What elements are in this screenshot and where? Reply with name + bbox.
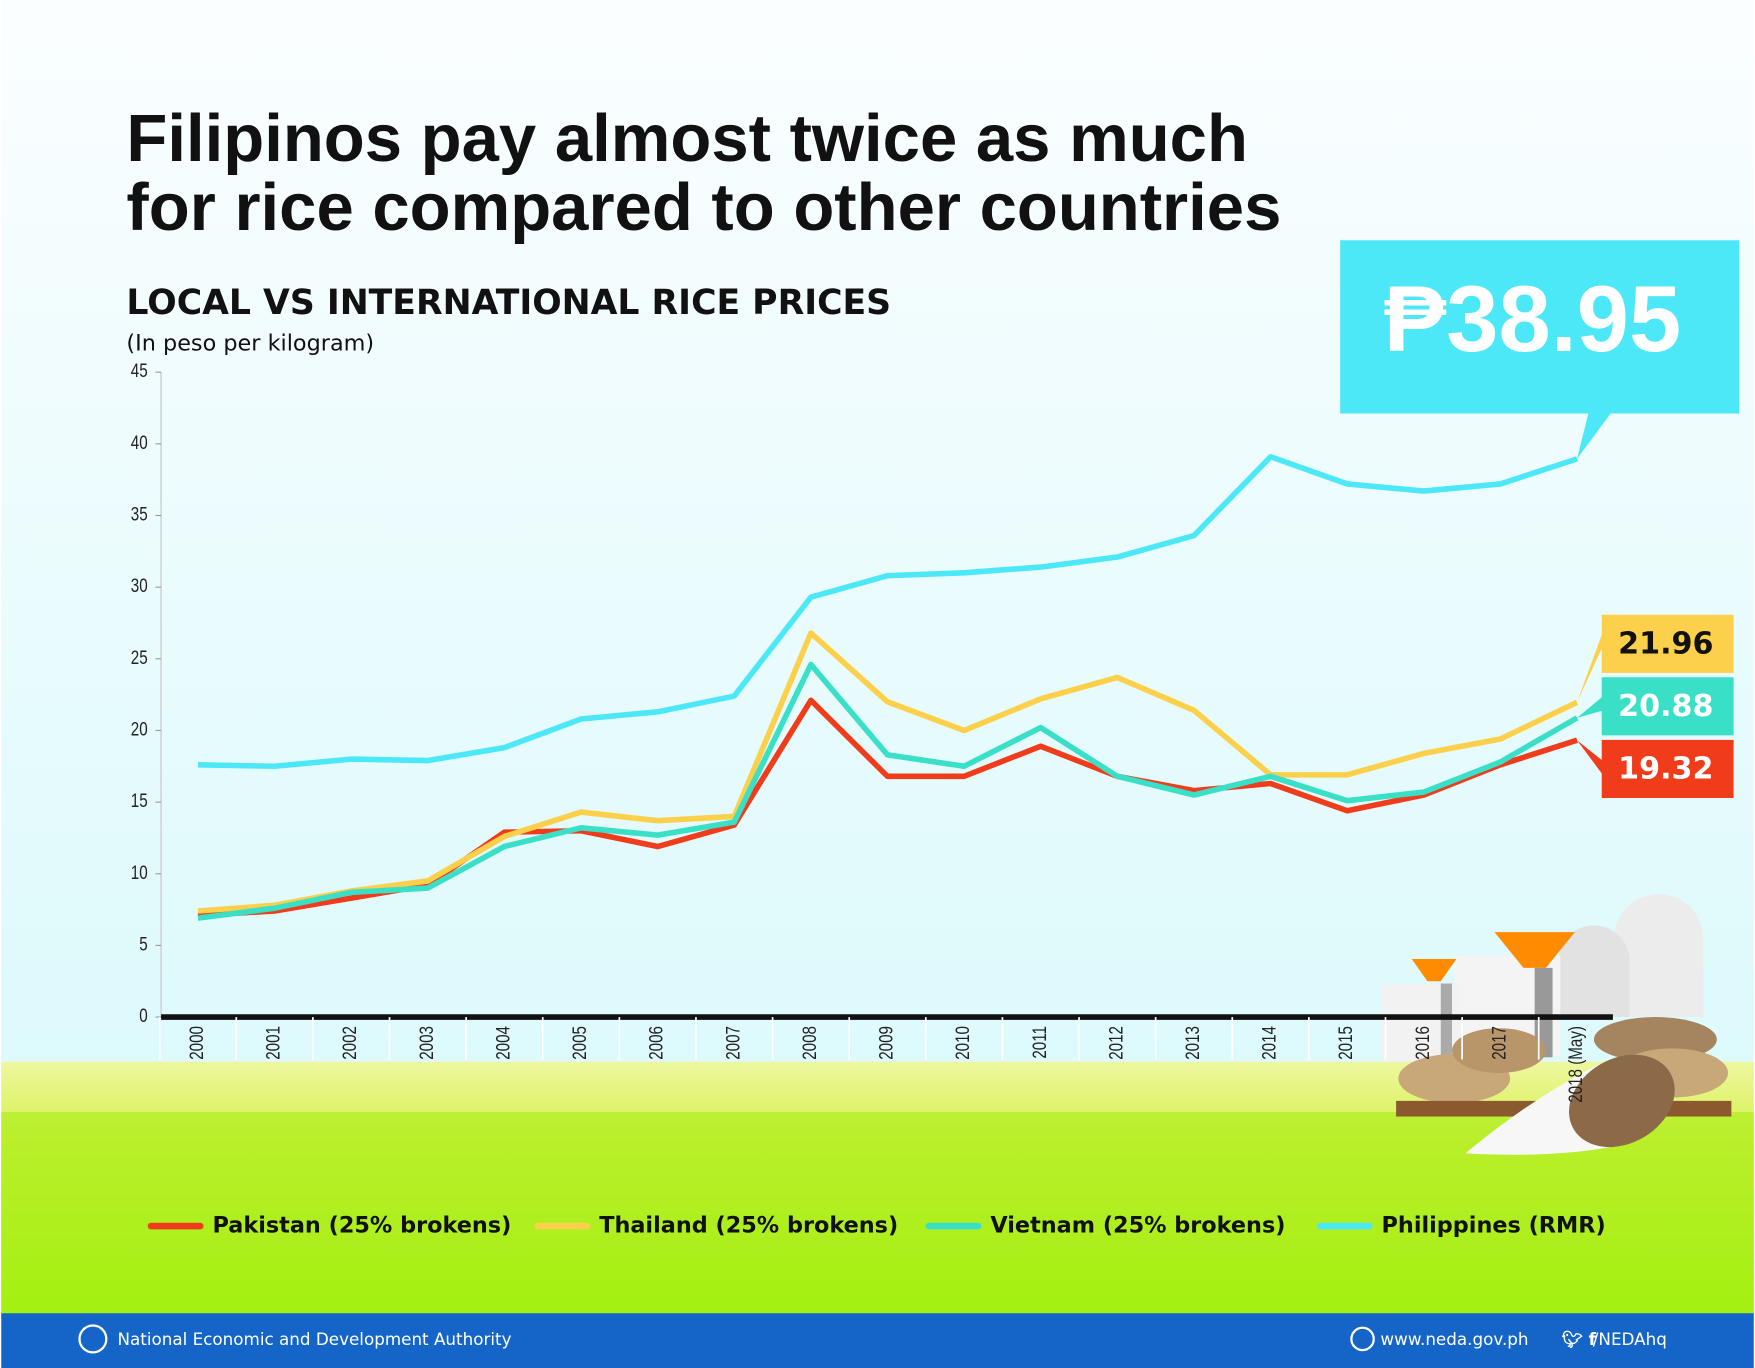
x-tick-label: 2005 xyxy=(568,1026,590,1060)
x-tick-label: 2006 xyxy=(645,1026,667,1060)
x-tick-label: 2002 xyxy=(339,1026,361,1060)
data-label: ₱38.95 xyxy=(1384,266,1682,371)
x-tick-label: 2000 xyxy=(185,1026,207,1060)
legend-label: Pakistan (25% brokens) xyxy=(213,1213,512,1239)
legend-label: Thailand (25% brokens) xyxy=(599,1213,898,1239)
y-tick-label: 35 xyxy=(131,503,148,525)
chart-subtitle: LOCAL VS INTERNATIONAL RICE PRICES xyxy=(126,283,891,323)
legend-label: Philippines (RMR) xyxy=(1382,1213,1606,1239)
x-tick-label: 2003 xyxy=(415,1026,437,1060)
series-line xyxy=(197,661,1579,921)
x-tick-label: 2004 xyxy=(492,1026,514,1060)
social-icons: 🐦︎ f xyxy=(1561,1329,1596,1349)
x-tick-label: 2009 xyxy=(875,1026,897,1060)
callout-box xyxy=(1577,614,1734,703)
x-tick-label: 2011 xyxy=(1028,1026,1050,1059)
x-tick-label: 2015 xyxy=(1335,1026,1357,1060)
legend-label: Vietnam (25% brokens) xyxy=(990,1213,1285,1239)
plot: 0 5 10 15 20 25 30 35 40 45 2000 2001 2002 2003 2004 20… xyxy=(131,240,1740,1239)
y-tick-label: 5 xyxy=(139,933,147,955)
logo xyxy=(78,1324,108,1354)
y-axis-label: (In peso per kilogram) xyxy=(126,331,374,357)
footer-agency: National Economic and Development Author… xyxy=(117,1329,511,1349)
footer-social: /NEDAhq xyxy=(1593,1329,1667,1349)
chart-title: for rice compared to other countries xyxy=(126,170,1281,245)
x-tick-label: 2014 xyxy=(1258,1026,1280,1060)
x-tick-label: 2016 xyxy=(1411,1026,1433,1060)
x-tick-label: 2017 xyxy=(1488,1026,1510,1060)
y-tick-label: 15 xyxy=(131,789,148,811)
data-label: 20.88 xyxy=(1618,689,1713,724)
x-tick-label: 2018 (May) xyxy=(1564,1026,1586,1103)
footer-bar xyxy=(1,1313,1754,1368)
data-label: 21.96 xyxy=(1618,626,1713,661)
y-tick-label: 45 xyxy=(131,360,148,382)
web-icon xyxy=(1350,1326,1375,1352)
field-front xyxy=(1,1112,1754,1319)
y-tick-label: 30 xyxy=(131,574,148,596)
y-tick-label: 20 xyxy=(131,718,148,740)
callout-box xyxy=(1340,240,1740,459)
series-line xyxy=(197,453,1578,770)
callout-box xyxy=(1577,739,1734,798)
x-tick-label: 2013 xyxy=(1181,1026,1203,1060)
decoration xyxy=(1381,894,1732,1155)
x-tick-label: 2008 xyxy=(798,1026,820,1060)
y-tick-label: 40 xyxy=(131,431,148,453)
callout-box xyxy=(1577,677,1734,736)
x-tick-label: 2012 xyxy=(1105,1026,1127,1060)
x-tick-label: 2007 xyxy=(722,1026,744,1060)
chart-title: Filipinos pay almost twice as much xyxy=(126,101,1247,176)
series-line xyxy=(197,630,1579,914)
y-tick-label: 10 xyxy=(131,861,148,883)
x-tick-label: 2010 xyxy=(951,1026,973,1060)
x-tick-label: 2001 xyxy=(262,1026,284,1060)
data-label: 19.32 xyxy=(1618,752,1713,787)
y-tick-label: 25 xyxy=(131,646,148,668)
y-tick-label: 0 xyxy=(139,1004,147,1026)
footer-website: www.neda.gov.ph xyxy=(1380,1329,1528,1349)
